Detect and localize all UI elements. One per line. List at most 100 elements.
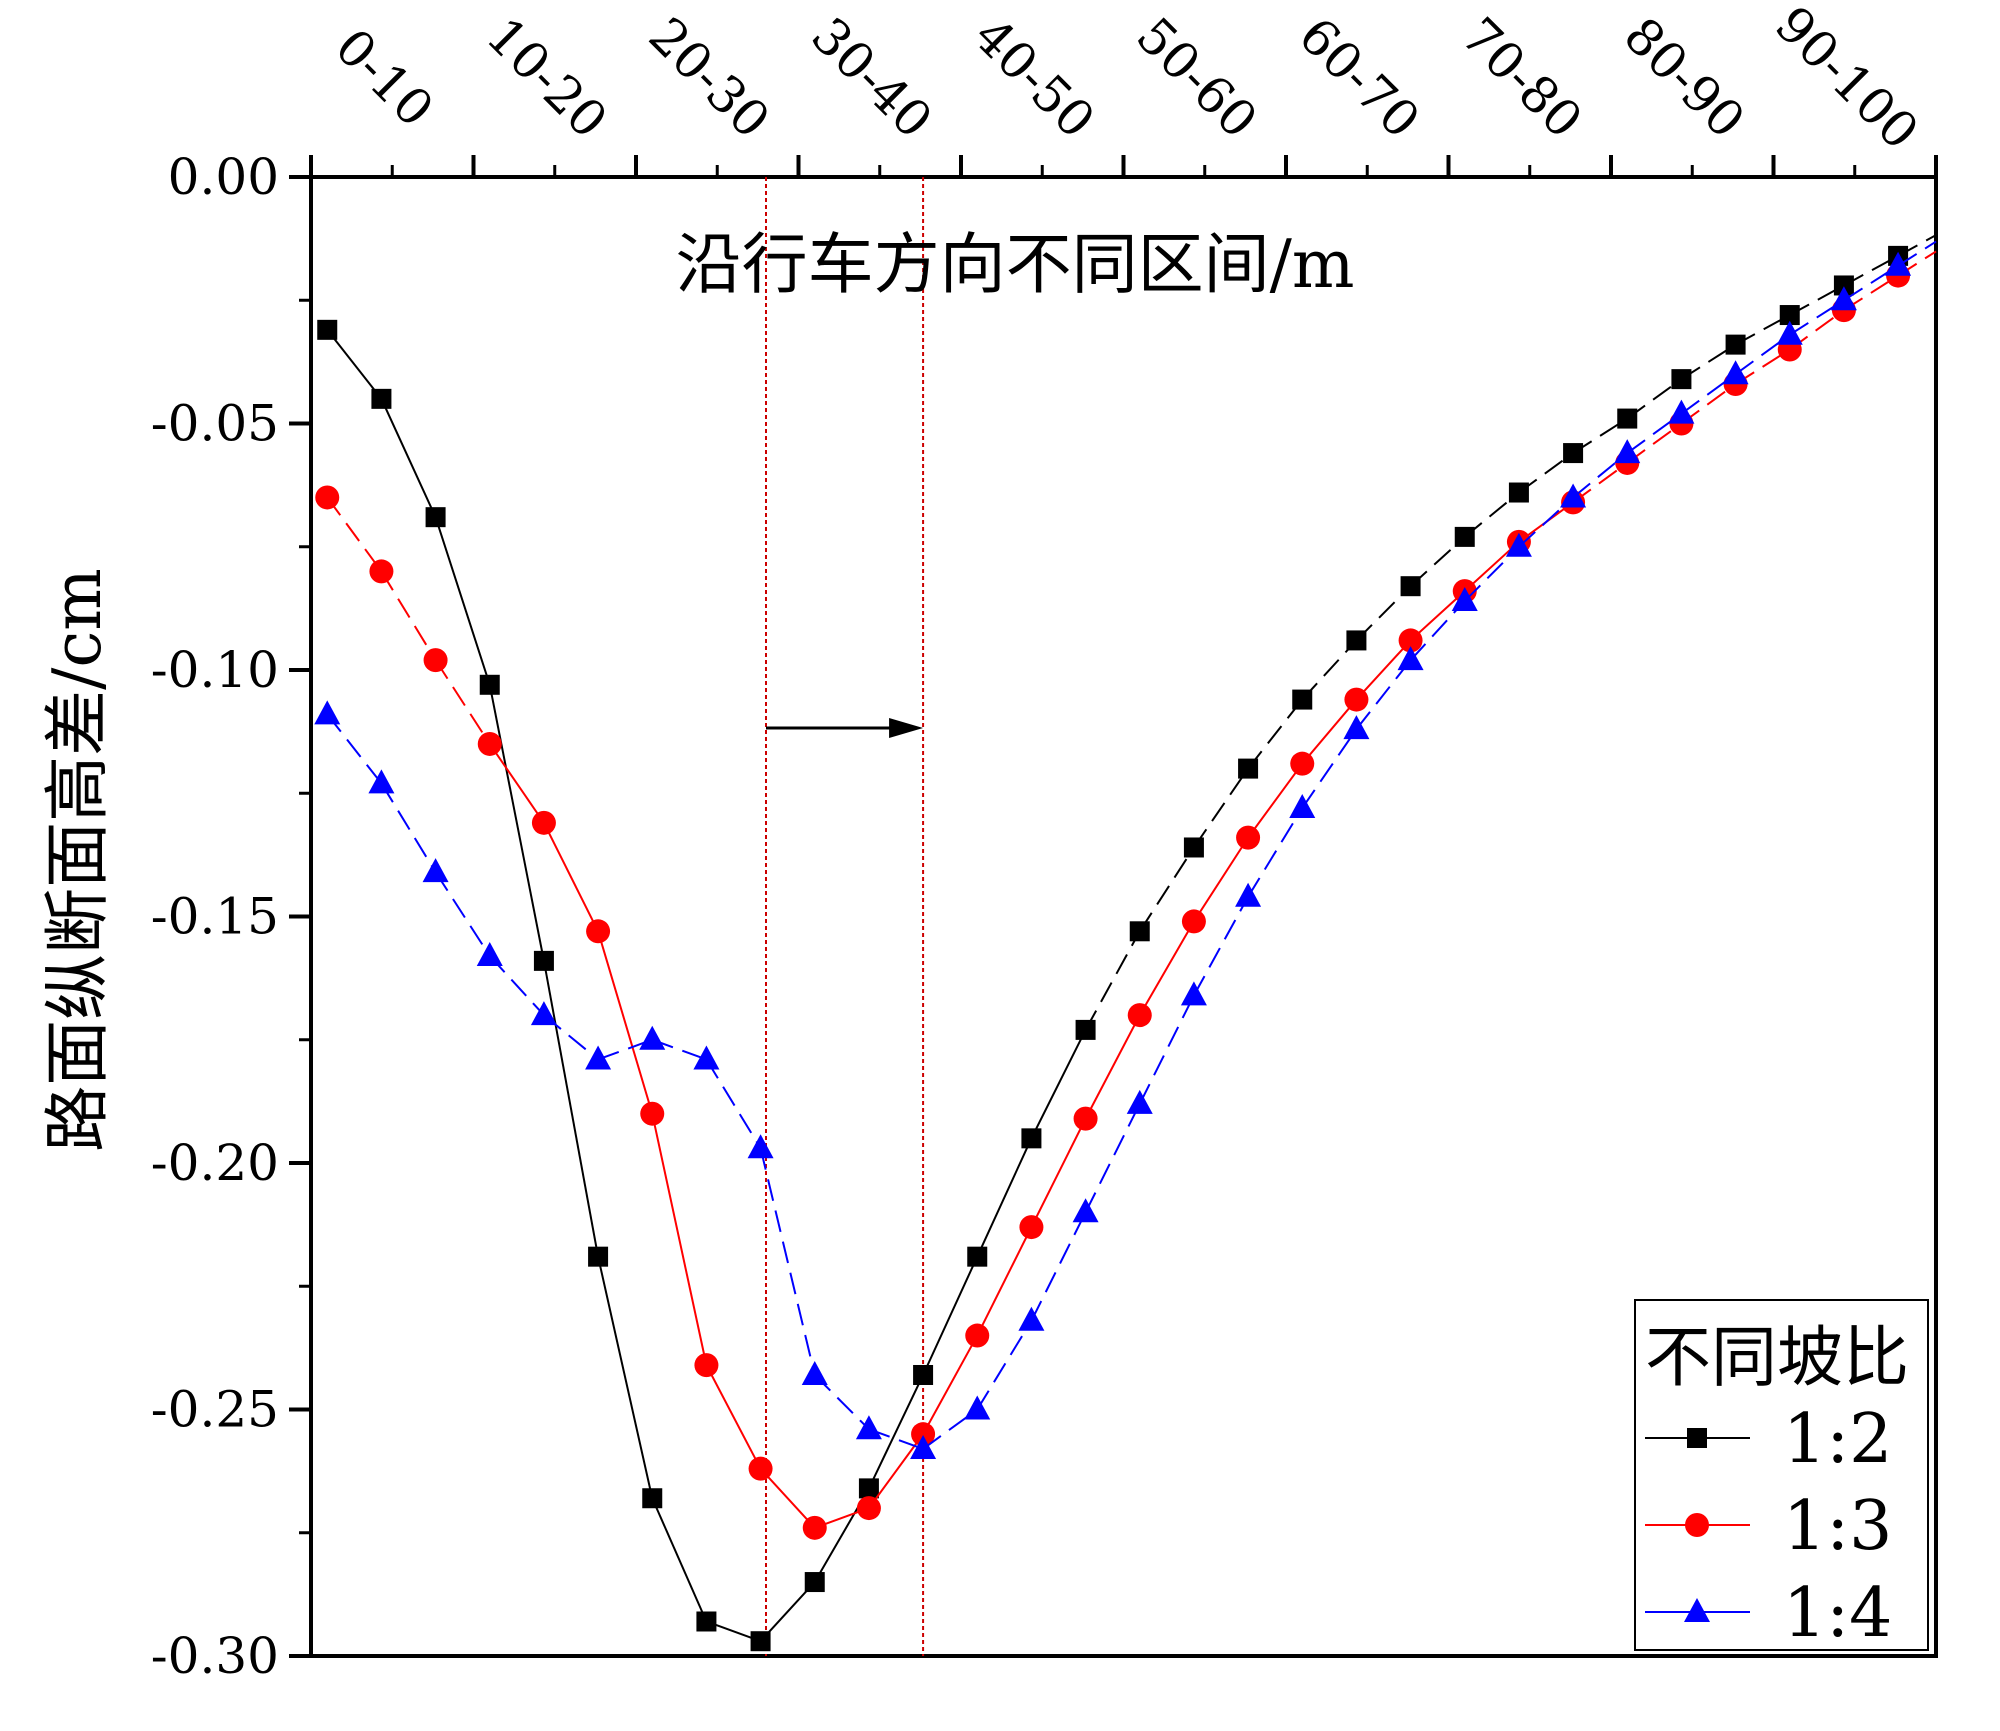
series-line-segment [1030, 1118, 1087, 1228]
series-line-segment [1247, 763, 1304, 839]
data-point [1235, 882, 1262, 907]
data-point [476, 941, 503, 966]
data-point [368, 769, 395, 794]
reference-lines [765, 177, 925, 1656]
data-point [585, 1045, 612, 1070]
x-tick-label: 20-30 [638, 7, 781, 150]
data-point [696, 1611, 717, 1632]
data-point [802, 1515, 827, 1540]
data-point [965, 1323, 990, 1348]
data-point [747, 1134, 774, 1159]
legend-box [1634, 1299, 1929, 1651]
series-line-segment [434, 516, 491, 686]
series-line-segment [380, 782, 437, 873]
y-tick-label: -0.30 [151, 1627, 279, 1685]
x-tick-label: 50-60 [1125, 7, 1268, 150]
data-point [1398, 628, 1423, 653]
data-point [1505, 532, 1532, 557]
x-tick-label: 60-70 [1288, 7, 1431, 150]
series-line-segment [488, 684, 545, 962]
data-point [423, 648, 448, 673]
series-line-segment [976, 1320, 1033, 1411]
data-point [371, 388, 392, 409]
series-line-segment [1464, 546, 1520, 602]
series-line-segment [326, 496, 383, 572]
data-point [1617, 408, 1638, 429]
annotation-arrow-head [889, 718, 924, 738]
data-point [533, 950, 554, 971]
series-line-segment [759, 1147, 816, 1376]
x-axis-title: 沿行车方向不同区间/m [676, 226, 1355, 303]
x-tick-label: 0-10 [324, 18, 444, 138]
data-point [1397, 646, 1424, 671]
legend-label: 1:4 [1783, 1574, 1892, 1653]
data-point [479, 674, 500, 695]
legend-entry: 1:3 [1645, 1487, 1892, 1566]
series-line-segment [705, 1058, 762, 1149]
data-point [694, 1353, 719, 1378]
data-point [855, 1415, 882, 1440]
data-point [1451, 586, 1478, 611]
data-point [801, 1360, 828, 1385]
legend-entries: 1:2 1:3 1:4 [1645, 1400, 1892, 1653]
x-tick-label: 80-90 [1613, 7, 1756, 150]
series-line-segment [1084, 1014, 1141, 1120]
series-line-segment [434, 871, 491, 957]
series-line-segment [1030, 1211, 1087, 1322]
legend-entry: 1:4 [1645, 1574, 1892, 1653]
data-point [1183, 837, 1204, 858]
series-line-segment [488, 743, 545, 824]
series-line-segment [1084, 1103, 1141, 1213]
series-line-segment [1572, 452, 1628, 499]
data-point [1129, 921, 1150, 942]
data-point [1400, 576, 1421, 597]
series-line-segment [1680, 373, 1737, 415]
series-layer [314, 234, 1937, 1652]
series-line-segment [868, 1374, 924, 1489]
data-point [531, 810, 556, 835]
data-point [1075, 1019, 1096, 1040]
data-point [913, 1364, 934, 1385]
series-line-segment [543, 822, 599, 932]
data-point [1563, 443, 1584, 464]
data-point [964, 1395, 991, 1420]
data-point [910, 1434, 937, 1459]
data-point [1671, 369, 1692, 390]
data-point [1779, 305, 1800, 326]
x-tick-label: 70-80 [1450, 7, 1593, 150]
legend-entry: 1:2 [1645, 1400, 1892, 1479]
legend: 不同坡比 1:2 1:3 1:4 [1634, 1299, 1929, 1653]
series-line-segment [1247, 698, 1304, 770]
data-point [586, 919, 611, 944]
data-point [1073, 1106, 1098, 1131]
data-point [1344, 687, 1369, 712]
series-line-segment [1355, 639, 1412, 701]
data-point [804, 1572, 825, 1593]
data-point [911, 1422, 936, 1447]
data-point [1885, 251, 1912, 276]
data-point [856, 1496, 881, 1521]
data-point [422, 858, 449, 883]
y-axis-title: 路面纵断面高差/cm [39, 568, 116, 1152]
series-line-segment [1193, 768, 1249, 849]
data-point [858, 1478, 879, 1499]
data-point [530, 1001, 557, 1026]
y-tick-label: -0.25 [151, 1381, 279, 1439]
data-point [1343, 715, 1370, 740]
series-line-segment [922, 1256, 979, 1376]
data-point [1018, 1306, 1045, 1331]
series-line-segment [1084, 930, 1141, 1031]
series-line-segment [1897, 234, 1937, 257]
data-point [1560, 483, 1587, 508]
x-tick-label: 40-50 [963, 7, 1106, 150]
data-point [315, 485, 340, 510]
series-line-segment [705, 1364, 762, 1470]
series-line-segment [1138, 920, 1195, 1016]
data-point [1833, 275, 1854, 296]
series-line-segment [1409, 590, 1466, 642]
data-point [1180, 981, 1207, 1006]
series-line-segment [597, 1256, 654, 1499]
y-tick-label: 0.00 [168, 148, 279, 206]
x-tick-label: 30-40 [800, 7, 943, 150]
